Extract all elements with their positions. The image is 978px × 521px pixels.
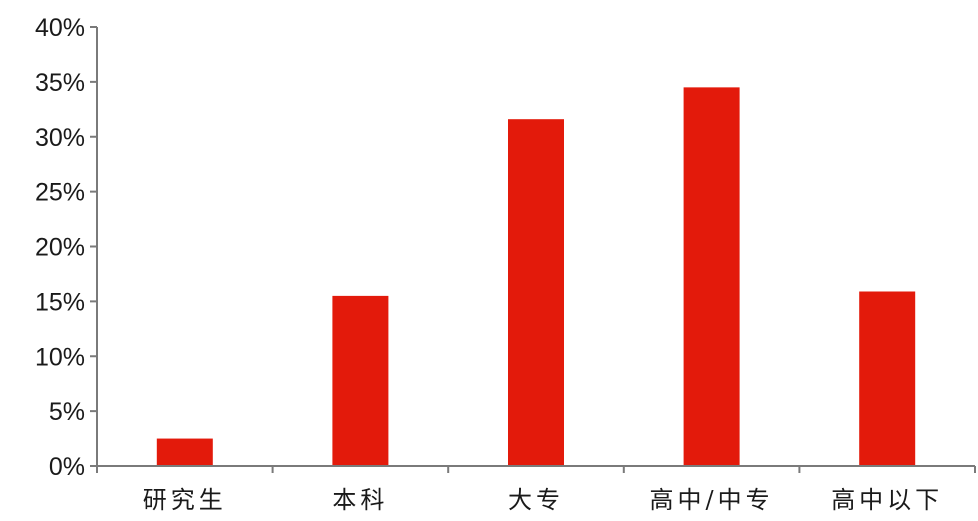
y-tick-label: 40%: [35, 14, 85, 42]
x-axis-ticks: [96, 466, 976, 473]
y-tick-label: 20%: [35, 234, 85, 262]
bar: [332, 295, 389, 466]
bar: [859, 291, 916, 466]
x-category-label: 研究生: [143, 486, 227, 514]
bar: [508, 119, 564, 466]
x-axis-category-labels: 研究生 本科 大专 高中/中专 高中以下: [143, 486, 943, 514]
bar: [156, 438, 213, 466]
x-category-label: 大专: [508, 486, 564, 514]
y-tick-label: 35%: [35, 69, 85, 97]
y-tick-label: 0%: [49, 453, 85, 481]
x-category-label: 高中/中专: [650, 486, 774, 514]
y-axis-tick-labels: 0% 5% 10% 15% 20% 25% 30% 35% 40%: [35, 14, 85, 481]
y-tick-label: 15%: [35, 288, 85, 316]
y-tick-label: 10%: [35, 343, 85, 371]
x-category-label: 本科: [332, 486, 388, 514]
y-tick-label: 30%: [35, 124, 85, 152]
x-category-label: 高中以下: [831, 486, 943, 514]
bars: [156, 87, 916, 467]
y-tick-label: 25%: [35, 179, 85, 207]
y-tick-label: 5%: [49, 398, 85, 426]
bar: [683, 87, 740, 467]
y-axis-ticks: [90, 26, 97, 467]
